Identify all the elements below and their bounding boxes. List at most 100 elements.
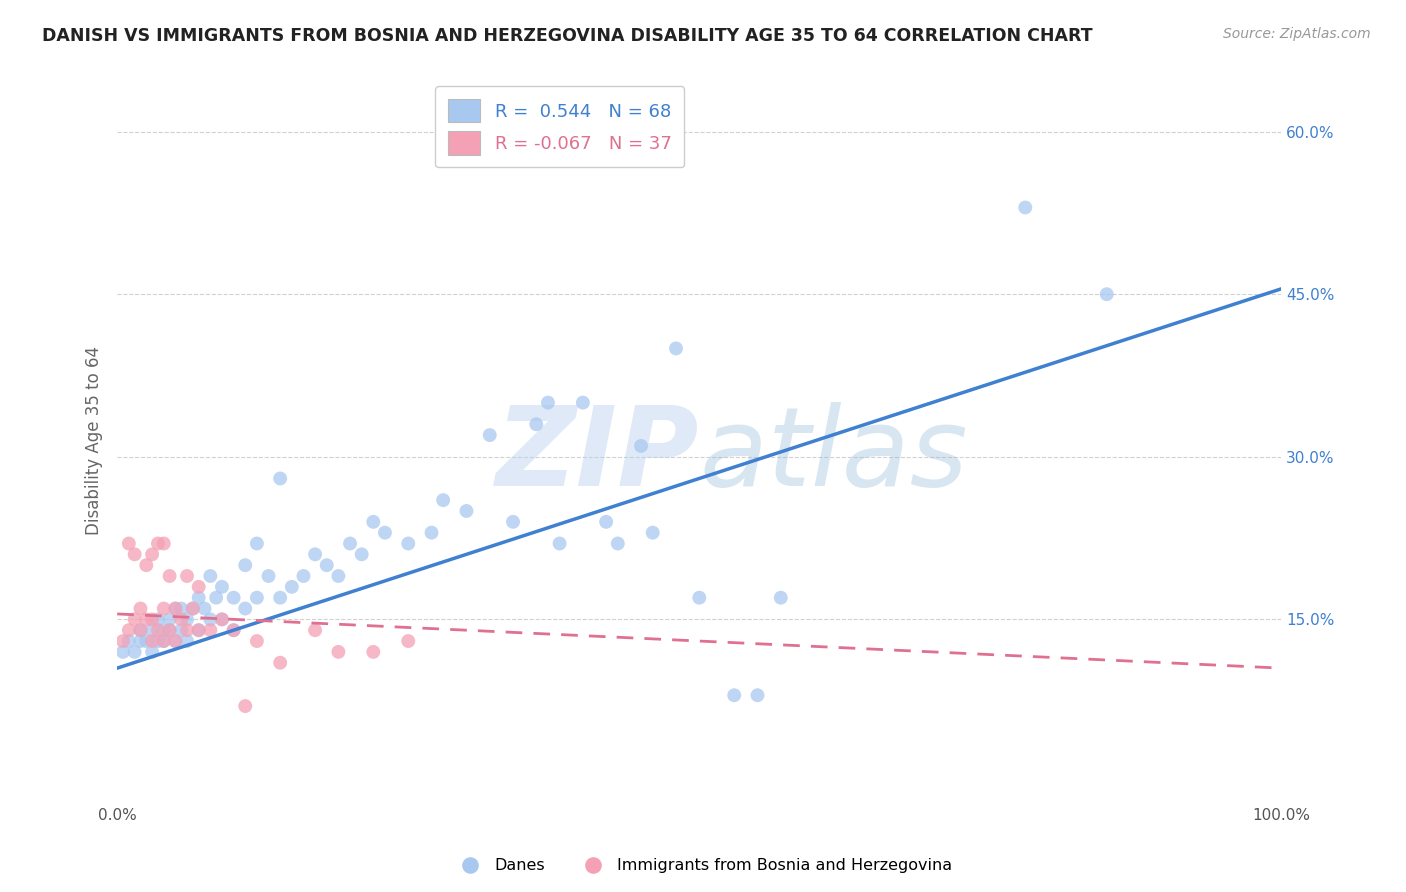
Point — [723, 688, 745, 702]
Point — [281, 580, 304, 594]
Text: ZIP: ZIP — [496, 401, 699, 508]
Point — [269, 471, 291, 485]
Point — [159, 624, 181, 638]
Point — [233, 558, 256, 573]
Point — [152, 634, 174, 648]
Point — [141, 645, 163, 659]
Point — [111, 634, 134, 648]
Point — [211, 612, 233, 626]
Point — [269, 656, 291, 670]
Point — [165, 634, 187, 648]
Point — [396, 536, 419, 550]
Point — [292, 569, 315, 583]
Point — [152, 601, 174, 615]
Point — [200, 624, 222, 638]
Point — [304, 624, 326, 638]
Point — [129, 634, 152, 648]
Point — [165, 601, 187, 615]
Point — [665, 342, 688, 356]
Point — [374, 525, 396, 540]
Legend: Danes, Immigrants from Bosnia and Herzegovina: Danes, Immigrants from Bosnia and Herzeg… — [449, 852, 957, 880]
Point — [641, 525, 664, 540]
Point — [159, 612, 181, 626]
Point — [176, 634, 198, 648]
Point — [350, 547, 373, 561]
Point — [304, 547, 326, 561]
Point — [363, 515, 385, 529]
Point — [269, 591, 291, 605]
Point — [432, 493, 454, 508]
Point — [339, 536, 361, 550]
Point — [124, 645, 146, 659]
Point — [124, 612, 146, 626]
Point — [152, 634, 174, 648]
Point — [595, 515, 617, 529]
Point — [170, 624, 193, 638]
Y-axis label: Disability Age 35 to 64: Disability Age 35 to 64 — [86, 346, 103, 535]
Point — [246, 591, 269, 605]
Point — [176, 569, 198, 583]
Point — [152, 536, 174, 550]
Point — [211, 580, 233, 594]
Point — [630, 439, 652, 453]
Point — [246, 536, 269, 550]
Point — [328, 569, 350, 583]
Point — [159, 569, 181, 583]
Point — [502, 515, 524, 529]
Point — [176, 612, 198, 626]
Point — [135, 634, 157, 648]
Text: Source: ZipAtlas.com: Source: ZipAtlas.com — [1223, 27, 1371, 41]
Point — [478, 428, 501, 442]
Point — [181, 601, 204, 615]
Point — [129, 601, 152, 615]
Point — [146, 536, 169, 550]
Point — [363, 645, 385, 659]
Point — [141, 612, 163, 626]
Point — [118, 536, 141, 550]
Point — [152, 624, 174, 638]
Point — [205, 591, 228, 605]
Text: DANISH VS IMMIGRANTS FROM BOSNIA AND HERZEGOVINA DISABILITY AGE 35 TO 64 CORRELA: DANISH VS IMMIGRANTS FROM BOSNIA AND HER… — [42, 27, 1092, 45]
Point — [769, 591, 792, 605]
Point — [146, 612, 169, 626]
Point — [181, 601, 204, 615]
Point — [187, 624, 209, 638]
Point — [141, 634, 163, 648]
Point — [135, 558, 157, 573]
Point — [141, 547, 163, 561]
Point — [129, 624, 152, 638]
Point — [146, 624, 169, 638]
Point — [606, 536, 628, 550]
Point — [1095, 287, 1118, 301]
Legend: R =  0.544   N = 68, R = -0.067   N = 37: R = 0.544 N = 68, R = -0.067 N = 37 — [434, 87, 685, 167]
Point — [688, 591, 710, 605]
Point — [315, 558, 337, 573]
Point — [170, 601, 193, 615]
Point — [187, 624, 209, 638]
Point — [124, 547, 146, 561]
Point — [170, 612, 193, 626]
Point — [246, 634, 269, 648]
Point — [129, 624, 152, 638]
Point — [200, 612, 222, 626]
Point — [222, 591, 245, 605]
Point — [420, 525, 443, 540]
Point — [141, 624, 163, 638]
Point — [176, 624, 198, 638]
Point — [396, 634, 419, 648]
Point — [537, 395, 560, 409]
Point — [118, 624, 141, 638]
Point — [233, 699, 256, 714]
Point — [165, 634, 187, 648]
Point — [111, 645, 134, 659]
Point — [222, 624, 245, 638]
Point — [187, 591, 209, 605]
Point — [328, 645, 350, 659]
Point — [187, 580, 209, 594]
Point — [211, 612, 233, 626]
Point — [1014, 201, 1036, 215]
Point — [524, 417, 547, 432]
Point — [548, 536, 571, 550]
Point — [193, 601, 215, 615]
Point — [456, 504, 478, 518]
